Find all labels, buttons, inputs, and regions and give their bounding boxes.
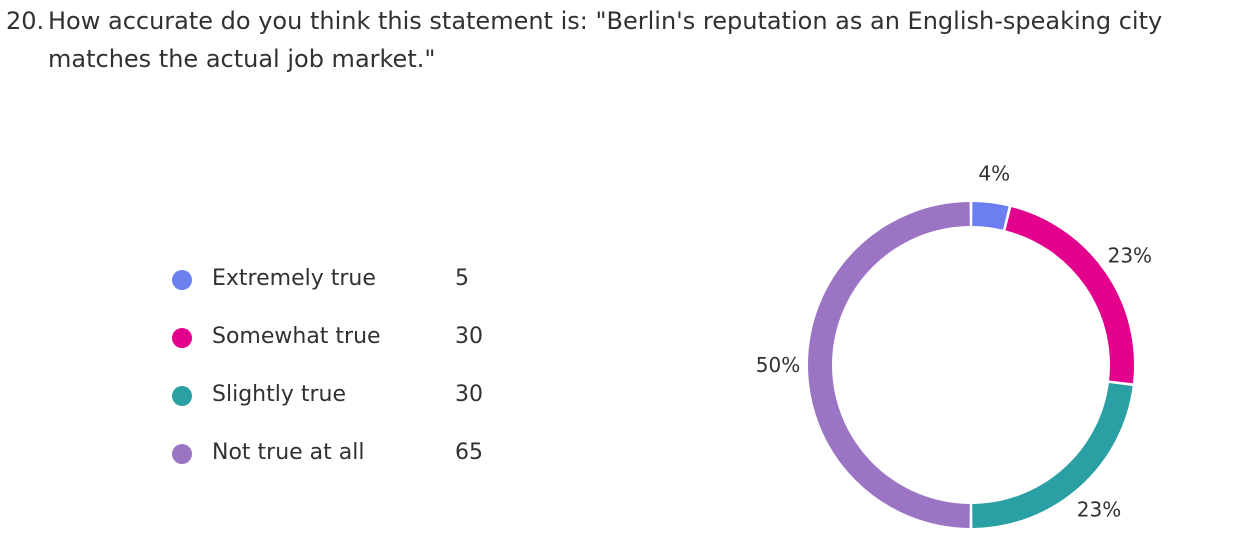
legend-label: Not true at all: [212, 440, 365, 465]
legend-count: 5: [455, 266, 469, 291]
question-number: 20.: [6, 7, 45, 35]
slice-extremely-true: [971, 202, 1009, 230]
pct-label-somewhat-true: 23%: [1108, 243, 1152, 267]
pct-label-slightly-true: 23%: [1077, 497, 1121, 521]
question-text-line-2: matches the actual job market.": [48, 45, 436, 73]
slice-somewhat-true: [1005, 207, 1134, 384]
legend-item-slightly-true: Slightly true 30: [172, 374, 512, 432]
legend-count: 30: [455, 324, 483, 349]
legend-dot: [172, 444, 192, 464]
legend-count: 65: [455, 440, 483, 465]
question-title: 20. How accurate do you think this statem…: [6, 2, 1231, 78]
legend-label: Extremely true: [212, 266, 376, 291]
legend-item-extremely-true: Extremely true 5: [172, 258, 512, 316]
donut-chart: 4% 23% 23% 50%: [756, 161, 1152, 528]
pct-label-extremely-true: 4%: [978, 161, 1010, 185]
chart-legend: Extremely true 5 Somewhat true 30 Slight…: [172, 258, 512, 490]
slice-slightly-true: [972, 382, 1133, 528]
legend-count: 30: [455, 382, 483, 407]
question-text-line-1: How accurate do you think this statement…: [48, 7, 1163, 35]
legend-label: Slightly true: [212, 382, 346, 407]
legend-label: Somewhat true: [212, 324, 381, 349]
legend-dot: [172, 270, 192, 290]
legend-item-not-true-at-all: Not true at all 65: [172, 432, 512, 490]
pct-label-not-true-at-all: 50%: [756, 353, 800, 377]
legend-dot: [172, 386, 192, 406]
slice-not-true-at-all: [808, 202, 970, 528]
legend-dot: [172, 328, 192, 348]
legend-item-somewhat-true: Somewhat true 30: [172, 316, 512, 374]
question-line-1: 20. How accurate do you think this statem…: [6, 2, 1231, 40]
